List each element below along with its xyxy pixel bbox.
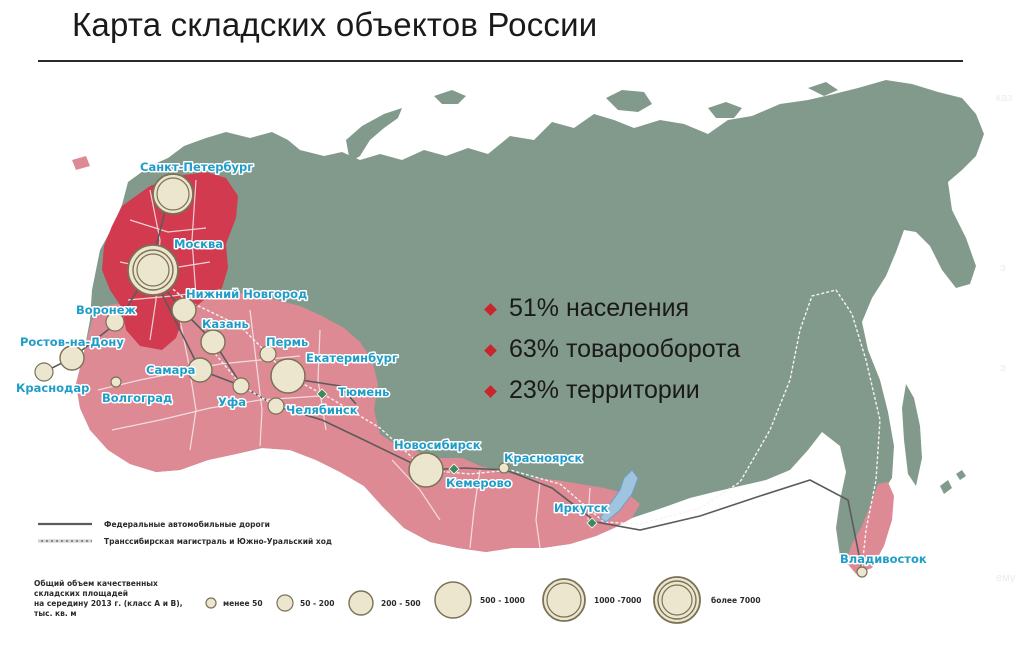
faint-edge-text: э [1000,262,1006,274]
city-marker-vladivostok [856,566,868,578]
city-marker-novosibirsk [408,452,444,488]
diamond-markers [316,388,598,529]
city-labels: Санкт-Петербург Москва Нижний Новгород В… [15,159,929,568]
city-label: Челябинск [286,403,358,417]
city-marker-samara [187,357,213,383]
city-marker-saint-petersburg [152,173,194,215]
city-marker-moscow [127,244,179,296]
city-marker-krasnoyarsk [498,462,510,474]
kaliningrad-region [72,156,90,170]
arctic-island-franz-josef [434,90,466,104]
arctic-island-severnaya-zemlya [606,90,652,112]
city-label: Воронеж [76,303,137,317]
legend-size-circles [205,576,701,624]
diamond-bullet-icon [484,385,497,398]
city-label: Нижний Новгород [186,287,307,301]
kuril-islands [940,470,966,494]
legend-circle-200-500 [348,590,374,616]
stat-trade-turnover: 63% товарооборота [509,335,741,363]
arctic-island-new-siberian [708,102,742,118]
legend-size-label: более 7000 [711,596,761,605]
stats-list: 51% населения 63% товарооборота 23% терр… [484,288,741,411]
city-marker-perm [259,345,277,363]
faint-edge-text: каз [996,92,1013,104]
stat-population: 51% населения [509,294,690,322]
city-label: Кемерово [446,476,512,490]
city-marker-nizhny-novgorod [171,297,197,323]
arctic-island-novaya-zemlya [346,108,402,162]
lake-baikal [599,469,639,523]
city-markers [34,173,868,578]
city-label: Иркутск [554,501,609,515]
city-marker-kazan [200,329,226,355]
legend-lines: Федеральные автомобильные дороги Трансси… [38,520,332,546]
legend-size-label: менее 50 [223,599,263,608]
city-marker-krasnodar [34,362,54,382]
city-label: Пермь [266,335,308,349]
legend-size-label: 1000 -7000 [594,596,641,605]
legend-rail-label: Транссибирская магистраль и Южно-Уральск… [104,537,332,546]
stat-item: 51% населения [484,288,740,329]
city-marker-yekaterinburg [270,358,306,394]
city-label: Уфа [218,395,246,409]
city-label: Волгоград [102,391,172,405]
stat-item: 23% территории [484,370,740,411]
city-label: Екатеринбург [306,351,398,365]
diamond-marker-irkutsk [586,517,598,529]
city-label: Краснодар [16,381,89,395]
stat-territory: 23% территории [509,376,700,404]
legend-road-label: Федеральные автомобильные дороги [104,520,270,529]
city-marker-volgograd [110,376,122,388]
diamond-marker-kemerovo [448,463,460,475]
city-label: Москва [174,237,223,251]
city-marker-chelyabinsk [267,397,285,415]
city-label: Казань [202,317,249,331]
city-label: Владивосток [840,552,927,566]
legend-volume-caption: Общий объем качественных складских площа… [34,579,183,618]
diamond-bullet-icon [484,344,497,357]
stat-item: 63% товарооборота [484,329,741,370]
city-label: Красноярск [504,451,582,465]
legend-circle-1000-7000 [542,578,586,622]
faint-edge-text: ему [996,572,1016,584]
city-label: Ростов-на-Дону [20,335,124,349]
faint-edge-text: э [1000,362,1006,374]
diamond-bullet-icon [484,303,497,316]
legend-size-label: 500 - 1000 [480,596,525,605]
legend-caption-line: Общий объем качественных [34,579,158,588]
arctic-island-wrangel [808,82,838,96]
legend-caption-line: тыс. кв. м [34,609,76,618]
legend-caption-line: на середину 2013 г. (класс А и В), [34,599,183,608]
city-label: Самара [146,363,195,377]
city-marker-rostov [59,345,85,371]
city-label: Тюмень [338,385,389,399]
city-marker-voronezh [105,312,125,332]
legend-circle-lt50 [205,597,217,609]
legend-size-label: 50 - 200 [300,599,334,608]
diamond-marker-tyumen [316,388,328,400]
title-divider [38,60,963,62]
legend-caption-line: складских площадей [34,589,128,598]
city-marker-ufa [232,377,250,395]
city-label: Санкт-Петербург [140,160,253,174]
legend-size-label: 200 - 500 [381,599,421,608]
city-label: Новосибирск [394,438,481,452]
sakhalin-island [902,384,922,486]
page-title: Карта складских объектов России [72,6,598,43]
legend-size-labels: менее 50 50 - 200 200 - 500 500 - 1000 1… [223,596,761,608]
legend-circle-50-200 [276,594,294,612]
legend-circle-gt7000 [653,576,701,624]
trans-siberian-railway [149,269,881,569]
legend-circle-500-1000 [434,581,472,619]
